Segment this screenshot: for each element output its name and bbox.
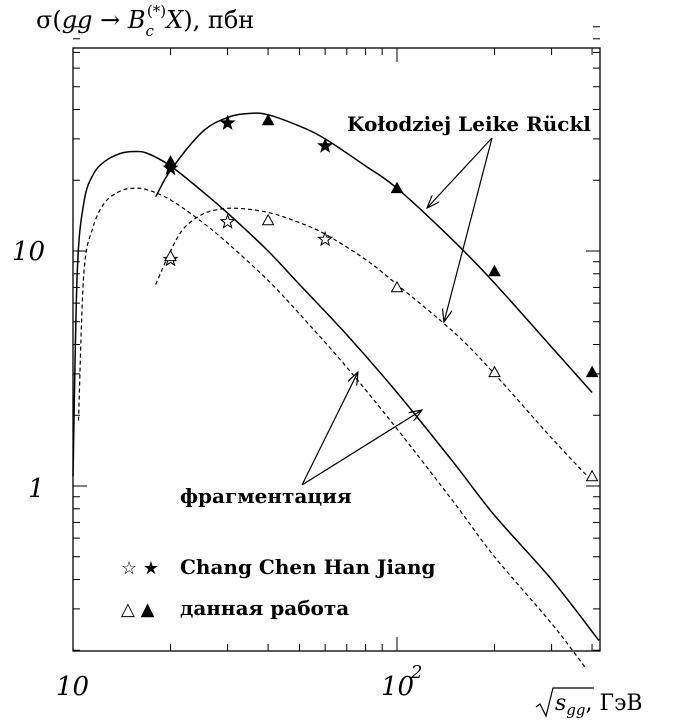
data-point-star-filled [219, 114, 236, 131]
annotation-fragmentation: фрагментация [180, 484, 352, 508]
sqrt-sign [535, 687, 594, 718]
data-point-triangle-filled [390, 181, 404, 194]
y-tick-label-10: 10 [12, 237, 45, 267]
legend-label-chang: Chang Chen Han Jiang [180, 555, 436, 579]
legend-label-this-work: данная работа [180, 596, 349, 620]
data-point-triangle-filled [261, 113, 275, 126]
arrow-klr-solid [427, 137, 493, 208]
axis-ticks [72, 26, 600, 651]
solid-curve-0 [155, 112, 593, 394]
data-point-triangle-open [390, 280, 404, 293]
data-point-star-filled [317, 137, 334, 153]
arrow-frag-dashed [301, 372, 358, 486]
data-point-triangle-filled [585, 365, 599, 378]
y-tick-label-1: 1 [28, 474, 45, 504]
x-tick-label-100: 10 [381, 672, 414, 702]
solid-curve-1 [72, 150, 600, 641]
data-point-triangle-filled [488, 264, 501, 277]
data-point-star-open [219, 213, 236, 229]
x-axis-title: sgg, ГэВ [555, 691, 643, 719]
data-point-triangle-open [488, 365, 501, 378]
data-point-star-open [317, 230, 334, 247]
legend: ☆ ★ Chang Chen Han Jiang △ ▲ данная рабо… [121, 555, 436, 620]
dashed-curve-2 [155, 207, 593, 482]
dashed-curve-3 [77, 187, 586, 668]
curves [72, 112, 600, 668]
x-tick-label-10: 10 [56, 672, 89, 702]
y-axis-title: σ(gg → Bc(*)X), пбн [36, 2, 254, 40]
plot-frame [72, 47, 601, 652]
data-point-triangle-open [261, 213, 275, 226]
legend-symbols-this-work: △ ▲ [121, 599, 155, 620]
legend-symbols-chang: ☆ ★ [121, 558, 159, 579]
data-point-triangle-open [164, 249, 177, 262]
data-markers [162, 113, 599, 482]
data-point-triangle-open [585, 469, 599, 482]
annotation-klr: Kołodziej Leike Rückl [347, 112, 591, 136]
arrow-klr-dashed [444, 137, 493, 322]
arrow-frag-solid [301, 410, 422, 486]
data-point-triangle-filled [164, 155, 177, 167]
x-tick-label-100-exponent: 2 [410, 662, 422, 683]
